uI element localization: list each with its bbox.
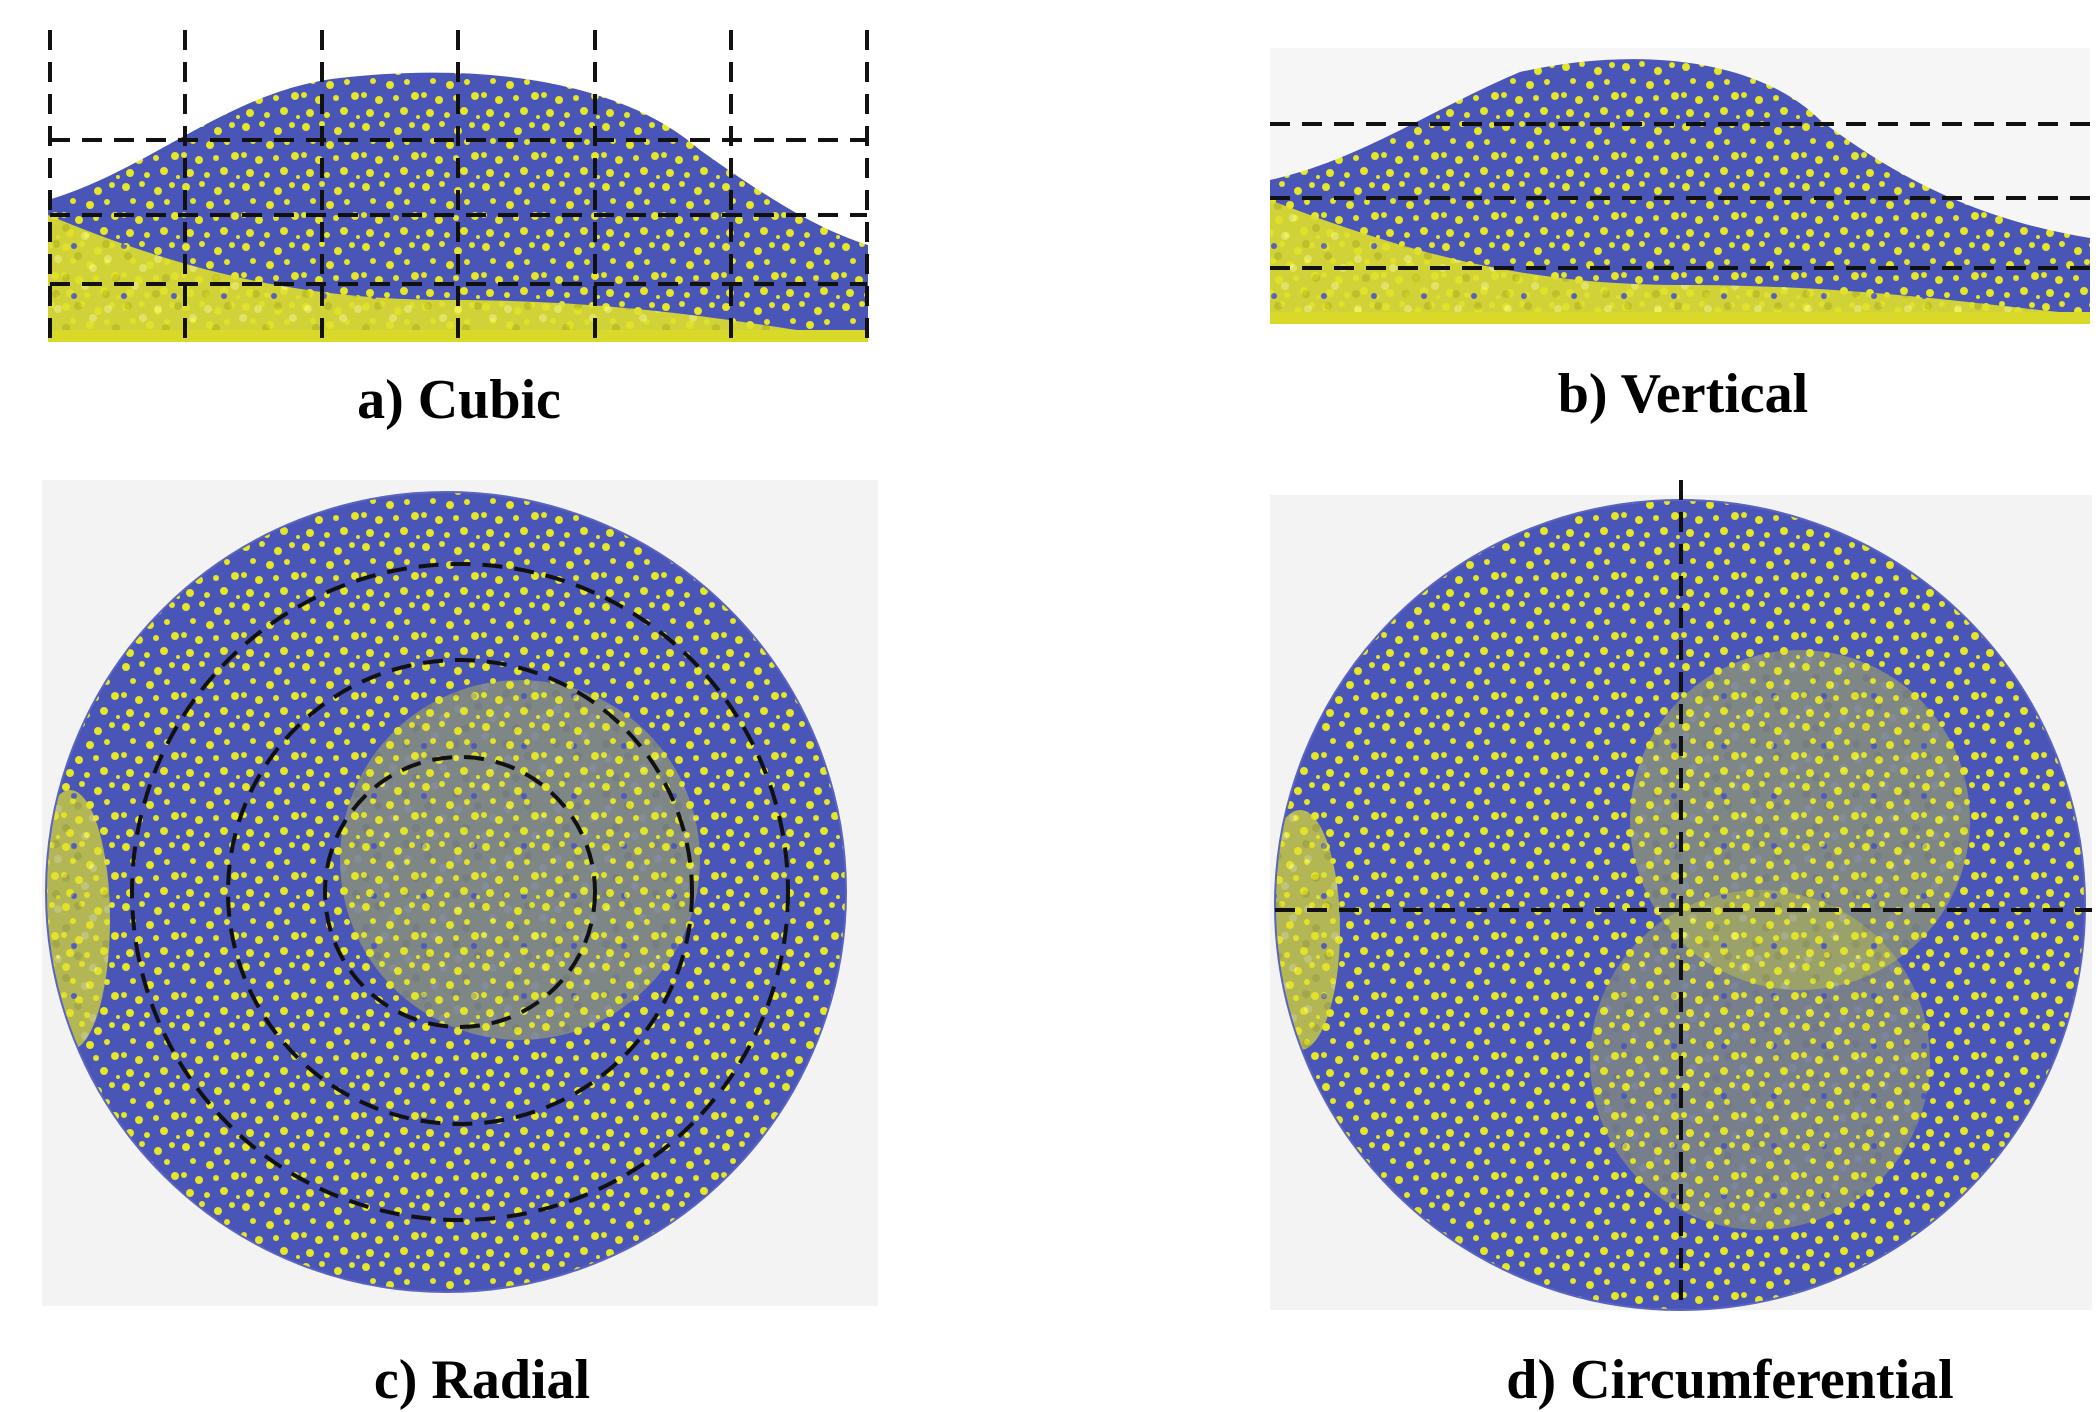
panel-c-radial: c) Radial <box>42 480 878 1411</box>
vertical-layer-lines <box>1270 122 2092 270</box>
caption-cubic: a) Cubic <box>357 369 561 431</box>
pile-top-view-c <box>46 492 846 1292</box>
caption-radial: c) Radial <box>374 1349 590 1411</box>
pile-outline-c <box>45 491 847 1293</box>
radial-ring-lines <box>130 562 790 1222</box>
caption-vertical: b) Vertical <box>1558 363 1808 425</box>
pile-side-view-b <box>1270 48 2090 325</box>
caption-circumferential: d) Circumferential <box>1506 1349 1953 1411</box>
pile-top-view-d <box>1275 500 2085 1310</box>
panel-b-vertical: b) Vertical <box>1270 48 2092 425</box>
cubic-grid-lines <box>48 30 869 340</box>
panel-d-circumferential: d) Circumferential <box>1270 480 2092 1411</box>
panel-a-cubic: a) Cubic <box>48 30 869 431</box>
circumferential-sector-lines <box>1275 480 2092 1310</box>
